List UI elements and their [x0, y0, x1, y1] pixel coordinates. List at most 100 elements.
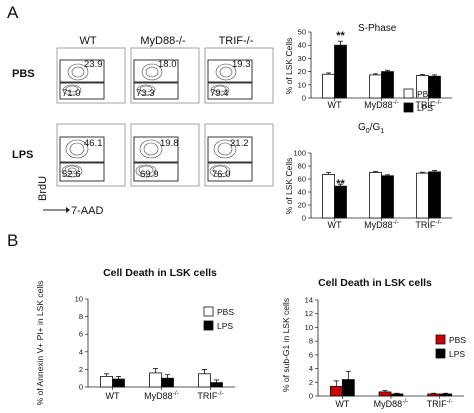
y-tick-label: 4 — [79, 347, 83, 356]
flow-cytometry-grid: WT MyD88-/- TRIF-/- PBS LPS BrdU 7-AAD 2… — [12, 35, 274, 217]
y-tick-label: 20 — [298, 67, 306, 76]
bar-pbs — [322, 73, 335, 99]
category-label: TRIF-/- — [197, 390, 223, 401]
flow-lower-pct: 71.0 — [62, 88, 81, 99]
flow-row-label-lps: LPS — [12, 149, 33, 161]
flow-plot-lps-myd88: 19.8 69.9 — [130, 123, 200, 187]
y-tick-label: 40 — [298, 188, 306, 197]
bar-lps — [334, 44, 347, 99]
y-tick-label: 6 — [309, 350, 313, 359]
flow-y-axis-label: BrdU — [37, 176, 49, 201]
panel-label-a: A — [7, 3, 19, 22]
y-tick-label: 0 — [79, 383, 83, 392]
legend-swatch-lps — [435, 348, 446, 359]
y-tick-label: 14 — [305, 296, 313, 305]
y-tick-label: 80 — [298, 162, 306, 171]
bar-pbs — [369, 74, 382, 99]
flow-col-header-trif: TRIF-/- — [219, 35, 254, 47]
category-label: WT — [328, 100, 342, 110]
legend-swatch-lps — [403, 102, 414, 113]
category-label: TRIF-/- — [427, 398, 453, 409]
bar-pbs — [329, 385, 343, 397]
flow-upper-pct: 46.1 — [84, 138, 103, 149]
flow-lower-pct: 69.9 — [140, 169, 159, 180]
legend-label-lps: LPS — [417, 103, 433, 113]
legend-label-lps: LPS — [217, 321, 233, 331]
y-axis-title: % of LSK Cells — [284, 158, 294, 215]
chart-annexin-death: Cell Death in LSK cells % of Annexin V+ P… — [35, 267, 235, 405]
y-tick-label: 20 — [298, 201, 306, 210]
y-tick-label: 30 — [298, 54, 306, 63]
legend-label-pbs: PBS — [449, 335, 466, 345]
y-axis-title: % of LSK Cells — [284, 38, 294, 95]
flow-plot-pbs-trif: 19.3 79.4 — [204, 47, 274, 104]
flow-upper-pct: 19.3 — [232, 59, 251, 70]
chart-s-phase: S-Phase % of LSK Cells 0 10 20 30 40 50 WT MyD88-… — [284, 23, 452, 113]
flow-row-label-pbs: PBS — [12, 68, 35, 80]
flow-lower-pct: 52.6 — [62, 169, 81, 180]
bar-lps — [161, 377, 174, 388]
category-label: WT — [106, 391, 120, 401]
bar-lps — [381, 175, 394, 219]
flow-upper-pct: 21.2 — [230, 138, 249, 149]
y-tick-label: 100 — [293, 149, 306, 158]
legend-swatch-lps — [203, 320, 214, 331]
flow-plot-pbs-wt: 23.9 71.0 — [56, 47, 126, 104]
flow-col-header-myd88: MyD88-/- — [140, 35, 186, 47]
chart-title: G0/G1 — [358, 122, 384, 135]
flow-x-axis-label: 7-AAD — [71, 205, 103, 217]
y-tick-label: 0 — [309, 392, 313, 401]
category-label: TRIF-/- — [415, 219, 441, 230]
panel-label-b: B — [7, 231, 18, 250]
legend-swatch-pbs — [203, 306, 214, 317]
category-label: WT — [335, 399, 349, 409]
category-label: MyD88-/- — [144, 390, 179, 401]
flow-plot-pbs-myd88: 18.0 73.3 — [130, 47, 200, 104]
flow-lower-pct: 79.4 — [210, 88, 229, 99]
y-tick-label: 8 — [309, 337, 313, 346]
significance-marker: ** — [336, 30, 345, 42]
legend-label-lps: LPS — [449, 349, 465, 359]
legend-swatch-pbs — [435, 334, 446, 345]
y-tick-label: 2 — [309, 378, 313, 387]
category-label: MyD88-/- — [374, 398, 409, 409]
legend-label-pbs: PBS — [417, 89, 434, 99]
bar-lps — [341, 379, 355, 397]
bar-pbs — [427, 393, 441, 397]
y-tick-label: 10 — [305, 323, 313, 332]
y-tick-label: 6 — [79, 330, 83, 339]
bar-lps — [439, 393, 453, 397]
flow-x-axis-arrowhead — [66, 207, 70, 213]
bar-pbs — [198, 373, 211, 388]
y-tick-label: 50 — [298, 28, 306, 37]
bar-pbs — [322, 174, 335, 219]
flow-plot-lps-wt: 46.1 52.6 — [56, 123, 126, 187]
bar-pbs — [149, 372, 162, 388]
y-tick-label: 12 — [305, 309, 313, 318]
chart-title: S-Phase — [358, 23, 397, 34]
flow-upper-pct: 18.0 — [158, 59, 177, 70]
bar-pbs — [378, 391, 392, 397]
bar-lps — [334, 185, 347, 219]
category-label: WT — [328, 220, 342, 230]
bar-lps — [112, 378, 125, 388]
category-label: TRIF-/- — [415, 99, 441, 110]
y-tick-label: 0 — [302, 214, 306, 223]
flow-upper-pct: 23.9 — [84, 59, 103, 70]
bar-lps — [210, 382, 223, 388]
y-axis-title: % of Annexin V+ PI+ in LSK cells — [35, 281, 45, 406]
y-tick-label: 40 — [298, 41, 306, 50]
flow-col-header-wt: WT — [79, 35, 96, 47]
chart-title: Cell Death in LSK cells — [103, 267, 217, 279]
y-axis-title: % of sub-G1 in LSK cells — [281, 298, 291, 392]
flow-upper-pct: 19.8 — [160, 138, 179, 149]
bar-lps — [381, 71, 394, 99]
bar-lps — [428, 171, 441, 219]
y-tick-label: 8 — [79, 312, 83, 321]
bar-pbs — [416, 172, 429, 219]
legend-label-pbs: PBS — [217, 307, 234, 317]
flow-lower-pct: 73.3 — [136, 88, 155, 99]
y-tick-label: 0 — [302, 94, 306, 103]
y-tick-label: 60 — [298, 175, 306, 184]
